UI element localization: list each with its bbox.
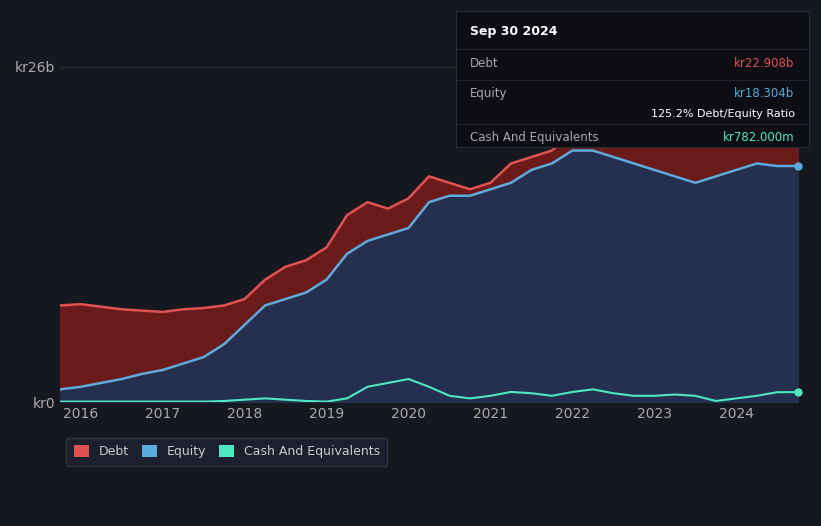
Text: kr22.908b: kr22.908b (734, 57, 795, 69)
Text: Cash And Equivalents: Cash And Equivalents (470, 131, 599, 144)
Legend: Debt, Equity, Cash And Equivalents: Debt, Equity, Cash And Equivalents (67, 438, 388, 466)
Text: Equity: Equity (470, 87, 507, 100)
Text: kr782.000m: kr782.000m (723, 131, 795, 144)
Text: 125.2% Debt/Equity Ratio: 125.2% Debt/Equity Ratio (650, 109, 795, 119)
Text: kr18.304b: kr18.304b (734, 87, 795, 100)
Text: Debt: Debt (470, 57, 498, 69)
Text: Sep 30 2024: Sep 30 2024 (470, 25, 557, 37)
